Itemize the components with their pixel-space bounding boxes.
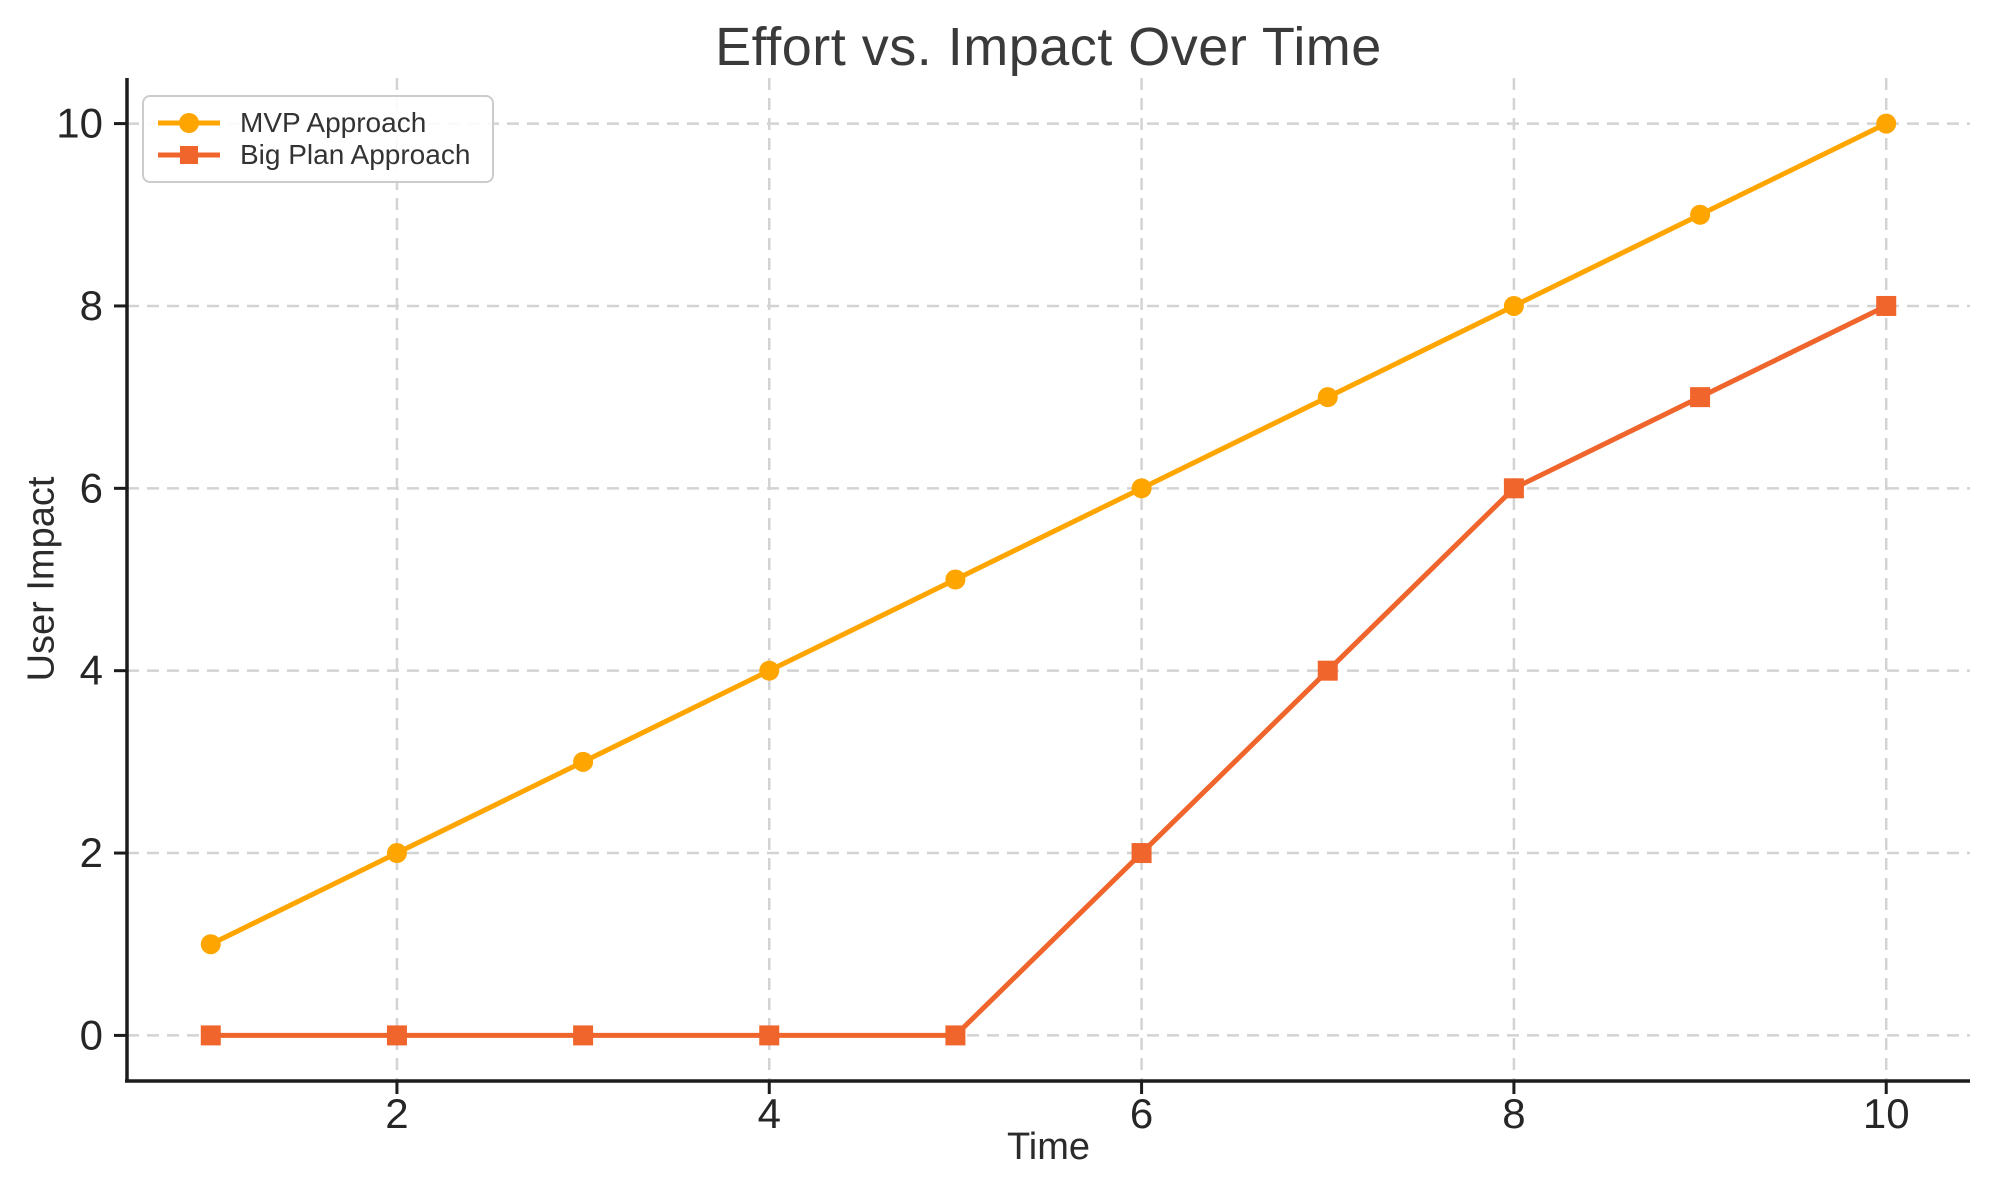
data-point-circle [200,934,221,955]
x-tick-label: 2 [385,1090,408,1137]
data-point-square [386,1025,407,1046]
legend-item-mvp-approach: MVP Approach [158,107,478,139]
data-point-square [1317,660,1338,681]
data-point-square [200,1025,221,1046]
legend-label: MVP Approach [240,107,427,138]
y-tick-label: 6 [80,464,103,511]
series-line-big-plan-approach [208,303,1889,1038]
data-point-circle [1690,204,1711,225]
data-point-square [1503,478,1524,499]
y-tick-label: 4 [80,647,103,694]
data-point-circle [1317,387,1338,408]
chart-title: Effort vs. Impact Over Time [715,17,1382,77]
data-point-circle [1503,295,1524,316]
legend-item-big-plan-approach: Big Plan Approach [158,139,478,171]
x-tick-label: 8 [1502,1090,1525,1137]
legend-swatch-mvp [158,111,220,135]
data-point-square [1876,295,1897,316]
data-point-circle [759,660,780,681]
data-point-circle [945,569,966,590]
square-marker-icon [180,146,198,164]
data-point-square [759,1025,780,1046]
x-axis-label: Time [1006,1126,1091,1168]
data-point-square [945,1025,966,1046]
data-point-square [1131,843,1152,864]
y-tick-label: 0 [80,1011,103,1058]
legend-label: Big Plan Approach [240,139,471,170]
x-tick-label: 4 [758,1090,781,1137]
y-tick-label: 8 [80,282,103,329]
y-tick-label: 2 [80,829,103,876]
series-line-mvp-approach [208,121,1889,947]
legend-swatch-big-plan [158,143,220,167]
legend: MVP Approach Big Plan Approach [142,95,494,183]
data-point-circle [573,751,594,772]
data-point-circle [386,843,407,864]
data-point-square [573,1025,594,1046]
y-tick-label: 10 [56,100,103,147]
data-point-square [1690,387,1711,408]
data-point-circle [1876,113,1897,134]
circle-marker-icon [179,113,199,133]
y-axis-label: User Impact [20,476,63,682]
data-point-circle [1131,478,1152,499]
x-tick-label: 6 [1130,1090,1153,1137]
x-tick-label: 10 [1863,1090,1910,1137]
